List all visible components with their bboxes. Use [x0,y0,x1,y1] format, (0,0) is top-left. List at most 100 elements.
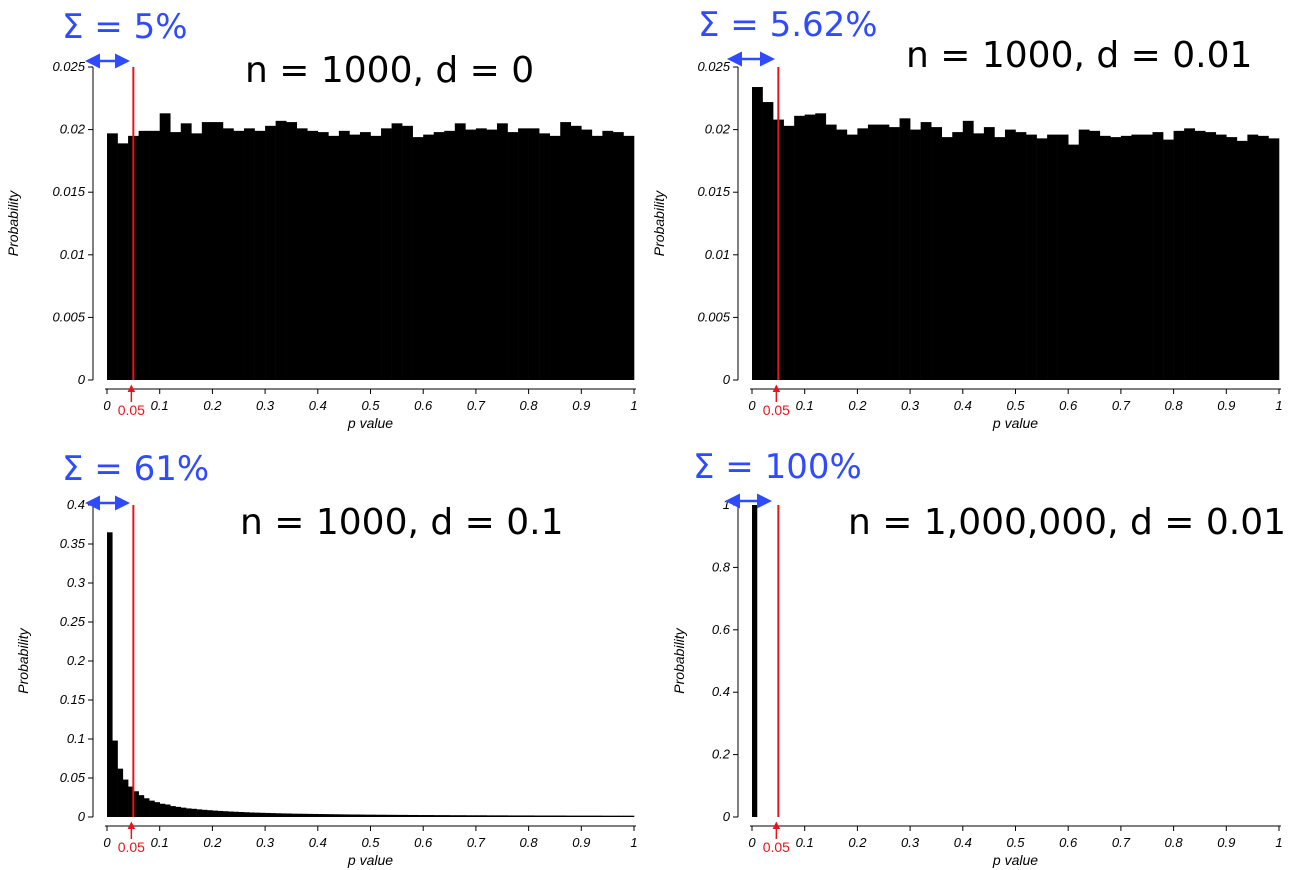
y-tick-label: 0 [723,372,731,387]
histogram-bar [846,134,858,380]
histogram-bar [1215,134,1227,380]
y-tick-label: 0 [78,372,86,387]
histogram-bar [539,815,545,817]
histogram-bar [444,130,456,380]
histogram-bar [233,130,245,380]
y-tick-label: 0.015 [697,184,730,199]
histogram-bar [1152,132,1164,380]
histogram-bar [1226,137,1238,380]
y-tick-label: 0.005 [697,309,730,324]
histogram-bar [317,814,324,817]
y-tick-label: 0.015 [52,184,85,199]
histogram-bar [983,127,995,380]
histogram-bar [423,134,435,380]
histogram-bar [265,125,276,380]
sigma-annotation: Σ = 100% [693,447,862,487]
x-tick-label: 1 [1275,835,1282,850]
histogram-bar [359,132,371,380]
histogram-bar [465,815,471,817]
histogram-bar [249,812,255,817]
histogram-bar [407,814,413,817]
x-tick-label: 0.6 [1059,835,1078,850]
histogram-bar [962,120,974,380]
x-tick-label: 0.4 [954,835,972,850]
histogram-bar [196,809,203,817]
histogram-bar [433,815,440,817]
y-tick-label: 0.01 [60,247,85,262]
x-tick-label: 0.9 [1217,398,1235,413]
x-tick-label: 0.2 [203,398,222,413]
threshold-label: 0.05 [763,402,790,418]
histogram-bar [217,810,224,817]
histogram-bar [370,814,377,817]
histogram-bar [191,808,197,817]
histogram-bar [275,120,287,380]
histogram-bar [386,814,392,817]
histogram-bar [549,815,556,817]
histogram-bar [107,133,118,380]
histogram-bar [1057,134,1069,380]
x-tick-label: 0.1 [151,835,169,850]
histogram-bar [794,115,805,380]
histogram-bar [201,122,213,380]
x-axis-label: p value [347,415,393,431]
histogram-bar [576,815,582,817]
x-tick-label: 0.3 [901,835,920,850]
histogram-bar [175,806,182,817]
histogram-bar [149,800,155,817]
histogram-bar [481,815,487,817]
y-tick-label: 0.4 [67,497,85,512]
histogram-bar [836,129,848,380]
histogram-bar [507,132,519,380]
histogram-bar [591,815,598,817]
histogram-bar [117,768,124,817]
histogram-bar [391,123,403,380]
histogram-bar [1047,134,1058,380]
histogram-bar [533,815,540,817]
y-tick-label: 0.25 [60,614,86,629]
histogram-bar [254,130,266,380]
x-tick-label: 0 [103,835,111,850]
histogram-bar [612,132,624,380]
histogram-bar [1099,135,1111,380]
x-tick-label: 0.1 [151,398,169,413]
histogram-bar [899,118,911,380]
histogram-bar [296,128,308,380]
x-tick-label: 0.8 [520,398,539,413]
x-tick-label: 0.5 [1006,398,1025,413]
histogram-bar [381,814,387,817]
histogram-bar [423,815,429,817]
histogram-bar [762,102,774,380]
y-axis-label: Probability [15,627,31,693]
histogram-bar [207,810,213,817]
histogram-bar [180,807,187,817]
histogram-bar [889,127,900,380]
histogram-bar [1141,134,1153,380]
histogram-bar [381,128,392,380]
histogram-bar [370,135,382,380]
histogram-bar [122,779,129,817]
histogram-panel-3: 0 0.05 0.1 0.15 0.2 0.25 0.3 0.35 0.4 0 0.1 0.2 0.3 0… [15,449,638,868]
histogram-bar [1247,134,1259,380]
histogram-bar [607,815,614,817]
x-tick-label: 0.8 [520,835,539,850]
y-tick-label: 0.15 [60,692,86,707]
x-tick-label: 0.6 [414,835,433,850]
histogram-bar [475,128,487,380]
histogram-bar [180,123,192,380]
histogram-bar [496,123,508,380]
y-tick-label: 0 [723,809,731,824]
sigma-annotation: Σ = 5.62% [698,5,878,45]
histogram-bar [333,814,340,817]
x-tick-label: 0.9 [1217,835,1235,850]
histogram-bar [973,133,985,380]
histogram-bar [1068,144,1080,380]
histogram-bar [507,815,514,817]
histogram-bar [586,815,593,817]
histogram-bar [359,814,366,817]
x-tick-label: 0.2 [203,835,222,850]
histogram-bar [502,815,508,817]
histogram-bar [244,812,250,817]
histogram-bar [465,129,477,380]
histogram-bar [612,815,619,817]
